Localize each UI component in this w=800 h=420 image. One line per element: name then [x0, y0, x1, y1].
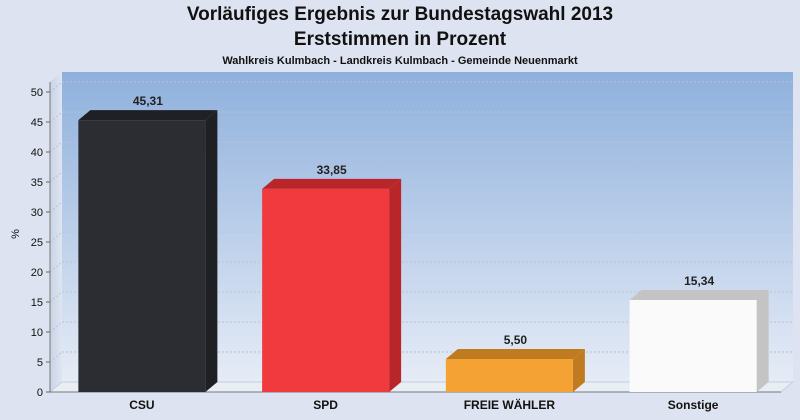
x-tick-label: Sonstige: [668, 398, 719, 412]
chart-title-line2: Erststimmen in Prozent: [293, 29, 507, 50]
data-label: 15,34: [684, 274, 714, 288]
x-tick-label: SPD: [313, 398, 338, 412]
x-tick-label: CSU: [129, 398, 154, 412]
grid-line-side: [49, 171, 63, 183]
chart-subtitle: Wahlkreis Kulmbach - Landkreis Kulmbach …: [222, 55, 578, 67]
grid-line-side: [49, 231, 63, 243]
grid-line-side: [49, 261, 63, 273]
y-tick-label: 15: [31, 297, 43, 309]
bar: [262, 188, 390, 392]
bars: [78, 110, 769, 392]
data-label: 33,85: [317, 163, 347, 177]
bar: [629, 299, 757, 392]
bar-side: [572, 349, 585, 392]
y-tick-label: 40: [31, 147, 43, 159]
grid-line-side: [49, 351, 63, 363]
y-tick-label: 35: [31, 177, 43, 189]
y-tick-label: 5: [37, 357, 43, 369]
bar: [78, 120, 206, 392]
plot-side-wall: [50, 72, 62, 392]
y-tick-label: 30: [31, 207, 43, 219]
grid-line-side: [49, 111, 63, 123]
y-axis-label: %: [10, 229, 22, 239]
y-tick-label: 10: [31, 327, 43, 339]
x-tick-label: FREIE WÄHLER: [464, 397, 556, 412]
y-tick-label: 0: [37, 387, 43, 399]
y-tick-label: 20: [31, 267, 43, 279]
grid-line-side: [49, 291, 63, 303]
grid-line-side: [49, 81, 63, 93]
data-label: 45,31: [133, 94, 163, 108]
grid-line-side: [49, 141, 63, 153]
bar-top: [445, 349, 585, 359]
chart-title: Vorläufiges Ergebnis zur Bundestagswahl …: [186, 4, 614, 25]
y-tick-label: 25: [31, 237, 43, 249]
bar: [445, 359, 573, 392]
bar-top: [78, 110, 218, 121]
grid-line-side: [49, 321, 63, 333]
bar-side: [756, 289, 769, 392]
bar-side: [205, 110, 218, 392]
y-tick-label: 50: [31, 87, 43, 99]
data-label: 5,50: [504, 333, 528, 347]
bar-top: [629, 289, 769, 300]
labels: 0 5 10 15 20 25 30 35 40 45 50 45,31 CSU 33,85 SPD 5,50…: [31, 87, 719, 412]
y-tick-label: 45: [31, 117, 43, 129]
bar-top: [262, 178, 402, 189]
bar-side: [389, 178, 402, 392]
grid-line-side: [49, 201, 63, 213]
